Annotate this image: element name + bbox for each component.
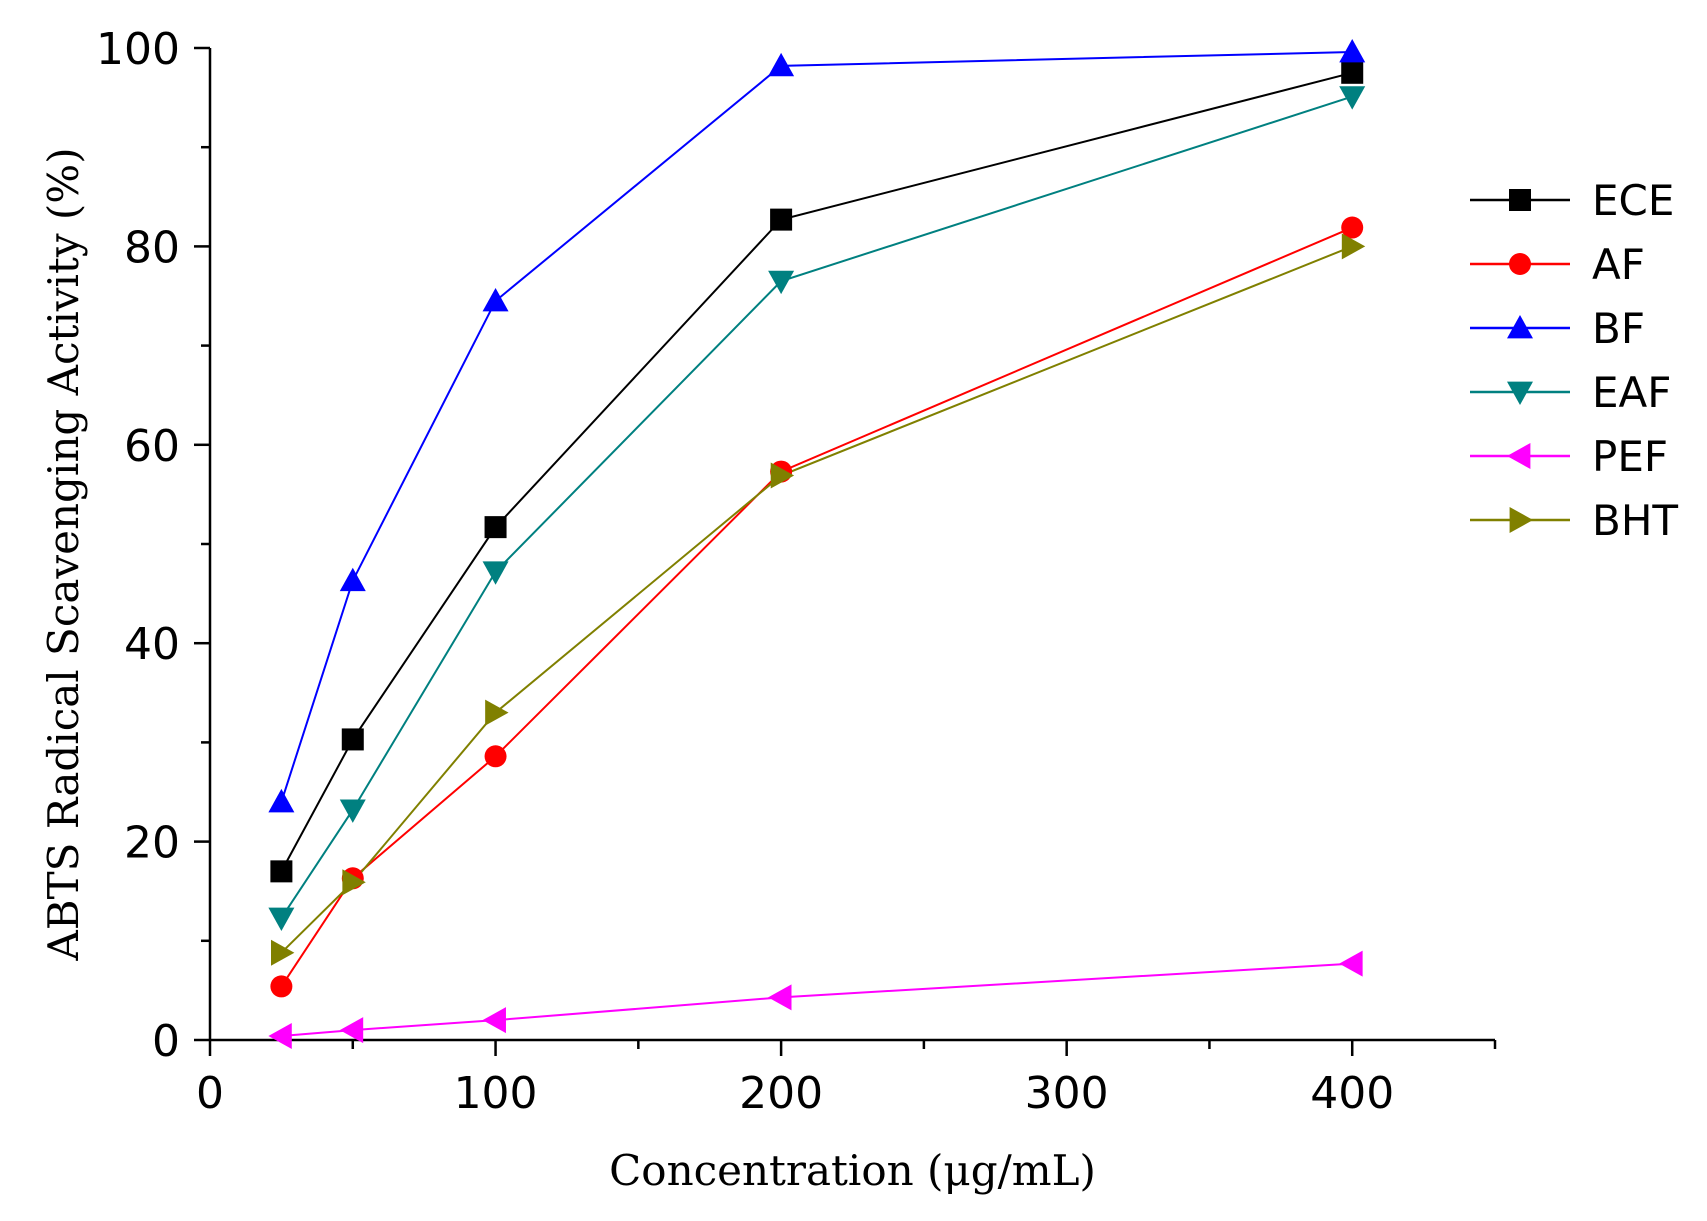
data-point-bht: [1341, 233, 1366, 260]
data-point-bf: [339, 567, 366, 592]
data-point-pef: [768, 984, 792, 1011]
series-lines: [280, 50, 1353, 1038]
data-point-bf: [268, 788, 295, 813]
data-point-bf: [768, 52, 795, 77]
series-line-ece: [280, 71, 1353, 872]
x-tick-label: 300: [1025, 1068, 1109, 1119]
axes: 0 100 200 300 400 0 20 40 60 80 100: [96, 24, 1497, 1119]
legend-marker-af: [1509, 253, 1531, 275]
series-line-bht: [280, 245, 1353, 954]
data-point-af: [1341, 216, 1364, 239]
legend-marker-eaf: [1507, 381, 1533, 405]
legend-marker-ece: [1509, 189, 1531, 211]
data-point-eaf: [1339, 86, 1366, 110]
series-markers: [268, 38, 1366, 1050]
x-axis-title: Concentration (μg/mL): [609, 1146, 1096, 1195]
legend: ECE AF BF EAF PEF BHT: [1470, 176, 1678, 545]
data-point-eaf: [482, 561, 509, 585]
series-line-bf: [280, 50, 1353, 803]
y-tick-label: 60: [124, 421, 180, 472]
x-tick-label: 100: [454, 1068, 538, 1119]
legend-marker-bf: [1507, 315, 1533, 339]
data-point-pef: [482, 1007, 506, 1034]
legend-label-ece: ECE: [1592, 176, 1674, 225]
legend-label-eaf: EAF: [1592, 368, 1671, 417]
legend-label-bf: BF: [1592, 304, 1645, 353]
data-point-eaf: [768, 270, 795, 295]
data-point-ece: [484, 516, 507, 539]
data-point-bht: [770, 462, 795, 489]
legend-marker-pef: [1507, 443, 1531, 469]
data-point-ece: [1341, 61, 1364, 84]
y-tick-label: 0: [152, 1016, 180, 1067]
data-point-af: [484, 745, 507, 768]
legend-marker-bht: [1509, 507, 1533, 533]
data-point-bht: [485, 699, 509, 726]
data-point-ece: [770, 208, 793, 231]
data-point-ece: [341, 728, 364, 751]
y-axis-title: ABTS Radical Scavenging Activity (%): [39, 147, 88, 961]
x-tick-label: 400: [1310, 1068, 1394, 1119]
y-tick-label: 40: [124, 619, 180, 670]
y-tick-label: 100: [96, 24, 180, 75]
x-tick-label: 200: [739, 1068, 823, 1119]
series-line-pef: [281, 962, 1353, 1038]
data-point-bht: [270, 939, 295, 966]
data-point-bf: [482, 287, 509, 312]
legend-label-bht: BHT: [1592, 496, 1678, 545]
y-tick-label: 80: [124, 222, 180, 273]
series-line-eaf: [280, 95, 1353, 919]
data-point-af: [270, 975, 293, 998]
data-point-eaf: [339, 799, 366, 823]
data-point-pef: [1339, 950, 1363, 977]
legend-label-af: AF: [1592, 240, 1645, 289]
data-point-ece: [270, 860, 293, 883]
x-tick-label: 0: [196, 1068, 224, 1119]
data-point-eaf: [268, 907, 295, 931]
data-point-pef: [339, 1017, 364, 1044]
data-point-bf: [1339, 38, 1366, 63]
y-tick-label: 20: [124, 818, 180, 869]
legend-label-pef: PEF: [1592, 432, 1668, 481]
data-point-bht: [342, 869, 366, 896]
data-point-pef: [268, 1023, 292, 1050]
